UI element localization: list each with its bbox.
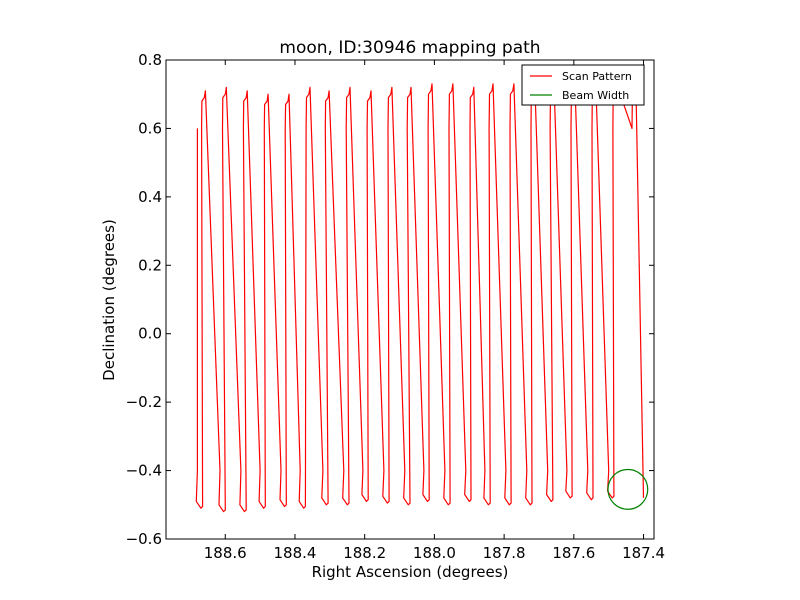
y-tick-label: −0.2 xyxy=(126,393,162,411)
y-tick-label: −0.6 xyxy=(126,530,162,548)
axis-ticks: 188.6 188.4 188.2 188.0 187.8 187.6 187.4 0.8 0.… xyxy=(126,51,665,562)
legend-box xyxy=(521,64,645,106)
x-tick-label: 188.4 xyxy=(273,544,316,562)
beam-width-circle xyxy=(607,468,649,510)
x-tick-label: 187.8 xyxy=(483,544,526,562)
legend: Scan Pattern Beam Width xyxy=(521,64,645,106)
y-tick-label: 0.8 xyxy=(138,51,162,69)
chart-title: moon, ID:30946 mapping path xyxy=(279,38,540,58)
axes-frame xyxy=(165,59,655,540)
legend-label: Beam Width xyxy=(562,89,629,102)
y-tick-label: 0.6 xyxy=(138,119,162,137)
legend-label: Scan Pattern xyxy=(562,70,632,83)
x-tick-label: 187.4 xyxy=(622,544,665,562)
x-axis-label: Right Ascension (degrees) xyxy=(312,563,509,581)
x-tick-label: 188.0 xyxy=(413,544,456,562)
y-tick-label: 0.2 xyxy=(138,256,162,274)
x-tick-label: 187.6 xyxy=(552,544,595,562)
x-tick-label: 188.6 xyxy=(204,544,247,562)
series-layer xyxy=(195,83,649,513)
y-tick-label: 0.0 xyxy=(138,325,162,343)
x-tick-label: 188.2 xyxy=(343,544,386,562)
scan-pattern-line xyxy=(195,83,645,513)
y-tick-label: −0.4 xyxy=(126,462,162,480)
y-axis-label: Declination (degrees) xyxy=(100,219,118,381)
y-tick-label: 0.4 xyxy=(138,188,162,206)
